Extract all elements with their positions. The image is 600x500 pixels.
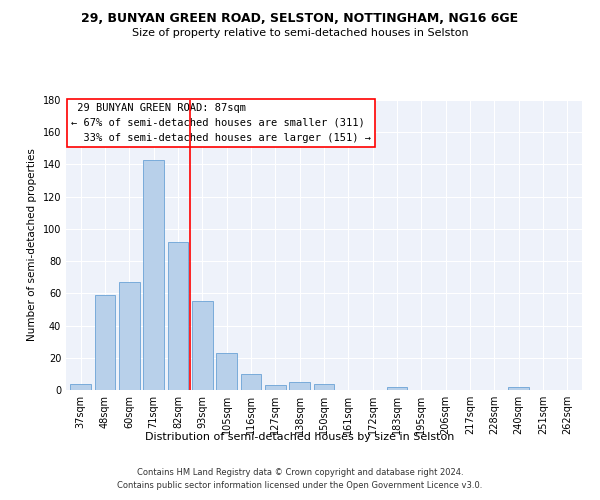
Bar (289, 382, 310, 390)
Text: 29, BUNYAN GREEN ROAD, SELSTON, NOTTINGHAM, NG16 6GE: 29, BUNYAN GREEN ROAD, SELSTON, NOTTINGH… (82, 12, 518, 26)
Bar (119, 282, 140, 390)
Bar (216, 353, 237, 390)
Bar (95, 295, 115, 390)
Bar (386, 387, 407, 390)
Bar (508, 387, 529, 390)
Text: Size of property relative to semi-detached houses in Selston: Size of property relative to semi-detach… (131, 28, 469, 38)
Bar (167, 242, 188, 390)
Bar (70, 384, 91, 390)
Bar (265, 385, 286, 390)
Text: 29 BUNYAN GREEN ROAD: 87sqm
← 67% of semi-detached houses are smaller (311)
  33: 29 BUNYAN GREEN ROAD: 87sqm ← 67% of sem… (71, 103, 371, 142)
Bar (192, 302, 212, 390)
Text: Contains public sector information licensed under the Open Government Licence v3: Contains public sector information licen… (118, 482, 482, 490)
Text: Distribution of semi-detached houses by size in Selston: Distribution of semi-detached houses by … (145, 432, 455, 442)
Text: Contains HM Land Registry data © Crown copyright and database right 2024.: Contains HM Land Registry data © Crown c… (137, 468, 463, 477)
Bar (241, 374, 262, 390)
Bar (314, 384, 334, 390)
Y-axis label: Number of semi-detached properties: Number of semi-detached properties (27, 148, 37, 342)
Bar (143, 160, 164, 390)
